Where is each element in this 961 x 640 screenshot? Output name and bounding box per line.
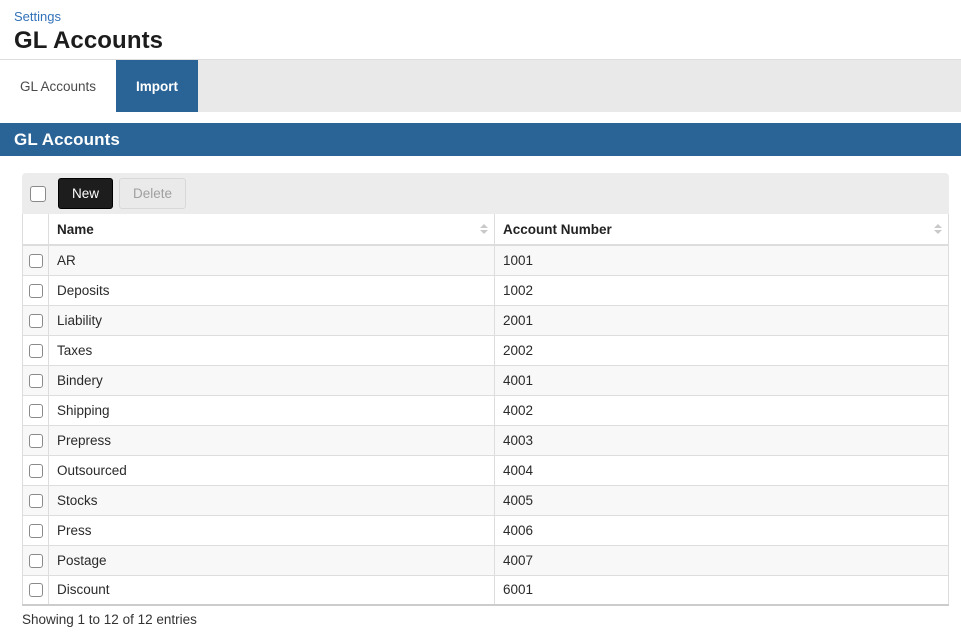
row-checkbox[interactable] [28, 583, 43, 598]
account-name-cell: Postage [48, 544, 495, 576]
account-name-cell: Bindery [48, 364, 495, 396]
tab-bar: GL Accounts Import [0, 60, 961, 112]
table-row: Prepress 4003 [22, 424, 949, 456]
row-checkbox[interactable] [28, 343, 43, 358]
table-row: Deposits 1002 [22, 274, 949, 306]
column-header-name[interactable]: Name [48, 214, 495, 246]
tab-import[interactable]: Import [116, 60, 199, 112]
account-name-cell: Deposits [48, 274, 495, 306]
panel-title: GL Accounts [14, 129, 120, 149]
sort-icon[interactable] [480, 224, 488, 234]
account-number-cell: 4005 [494, 484, 949, 516]
table-row: Discount 6001 [22, 574, 949, 606]
row-checkbox[interactable] [28, 253, 43, 268]
sort-icon[interactable] [934, 224, 942, 234]
row-checkbox[interactable] [28, 433, 43, 448]
tab-gl-accounts[interactable]: GL Accounts [0, 60, 117, 112]
account-number-cell: 4004 [494, 454, 949, 486]
delete-button[interactable]: Delete [119, 177, 187, 210]
content-area: New Delete Name Account Number A [0, 156, 961, 627]
account-number-cell: 1001 [494, 244, 949, 276]
column-header-account-number-label: Account Number [503, 221, 612, 237]
account-name-cell: Prepress [48, 424, 495, 456]
new-button[interactable]: New [58, 177, 114, 210]
account-number-cell: 4003 [494, 424, 949, 456]
gl-accounts-table: Name Account Number AR 1001 Deposits 100… [22, 214, 949, 606]
table-row: Shipping 4002 [22, 394, 949, 426]
breadcrumb-settings-link[interactable]: Settings [14, 9, 61, 24]
table-row: Taxes 2002 [22, 334, 949, 366]
select-all-checkbox[interactable] [30, 185, 46, 202]
column-header-name-label: Name [57, 221, 94, 237]
table-row: Liability 2001 [22, 304, 949, 336]
table-row: Press 4006 [22, 514, 949, 546]
account-number-cell: 1002 [494, 274, 949, 306]
page-header: Settings GL Accounts [0, 0, 961, 60]
row-checkbox[interactable] [28, 523, 43, 538]
account-name-cell: Press [48, 514, 495, 546]
account-number-cell: 4007 [494, 544, 949, 576]
account-number-cell: 4001 [494, 364, 949, 396]
row-checkbox[interactable] [28, 283, 43, 298]
table-row: Stocks 4005 [22, 484, 949, 516]
account-name-cell: Outsourced [48, 454, 495, 486]
row-checkbox[interactable] [28, 493, 43, 508]
row-checkbox[interactable] [28, 553, 43, 568]
panel-header: GL Accounts [0, 123, 961, 156]
account-name-cell: AR [48, 244, 495, 276]
row-checkbox[interactable] [28, 313, 43, 328]
account-number-cell: 4002 [494, 394, 949, 426]
account-name-cell: Discount [48, 574, 495, 606]
table-row: Outsourced 4004 [22, 454, 949, 486]
tab-gap-spacer [0, 112, 961, 123]
table-header-row: Name Account Number [22, 214, 949, 246]
checkbox-column-header [22, 214, 49, 246]
table-summary: Showing 1 to 12 of 12 entries [22, 612, 197, 627]
account-name-cell: Taxes [48, 334, 495, 366]
account-number-cell: 2002 [494, 334, 949, 366]
table-row: AR 1001 [22, 244, 949, 276]
account-number-cell: 6001 [494, 574, 949, 606]
table-row: Postage 4007 [22, 544, 949, 576]
account-name-cell: Stocks [48, 484, 495, 516]
account-number-cell: 4006 [494, 514, 949, 546]
account-name-cell: Shipping [48, 394, 495, 426]
table-toolbar: New Delete [22, 173, 949, 214]
row-checkbox[interactable] [28, 403, 43, 418]
row-checkbox[interactable] [28, 463, 43, 478]
row-checkbox[interactable] [28, 373, 43, 388]
page-title: GL Accounts [14, 27, 164, 54]
table-row: Bindery 4001 [22, 364, 949, 396]
column-header-account-number[interactable]: Account Number [494, 214, 949, 246]
account-name-cell: Liability [48, 304, 495, 336]
account-number-cell: 2001 [494, 304, 949, 336]
